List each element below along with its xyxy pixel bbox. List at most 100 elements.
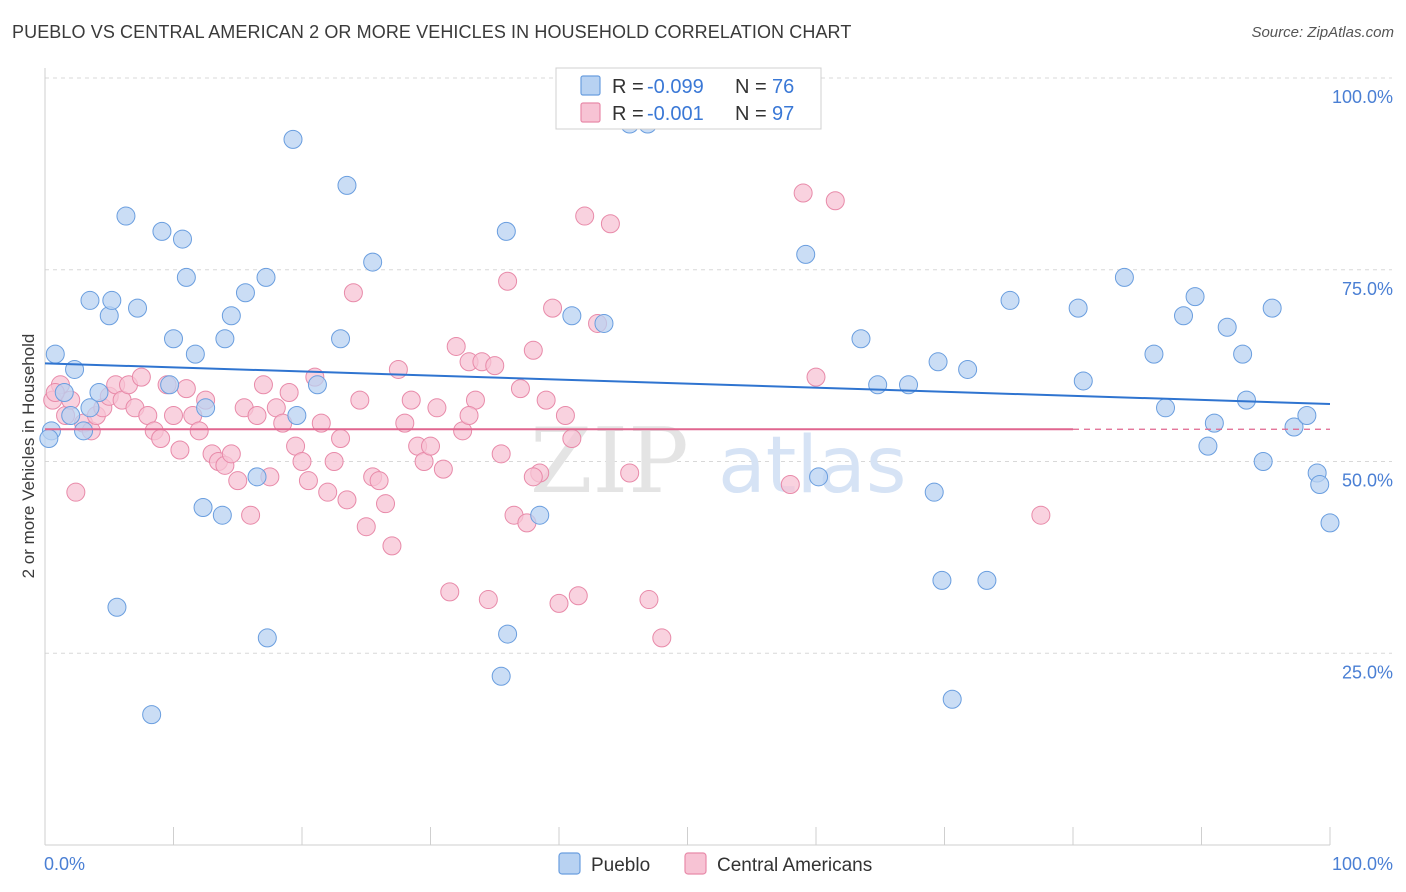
pueblo-point (337, 175, 357, 195)
pueblo-point (221, 306, 241, 326)
central-americans-point (478, 590, 498, 610)
chart-title: PUEBLO VS CENTRAL AMERICAN 2 OR MORE VEH… (12, 22, 852, 42)
central-americans-point (131, 367, 151, 387)
central-americans-point (170, 440, 190, 460)
central-americans-point (523, 340, 543, 360)
y-tick-label: 100.0% (1332, 87, 1393, 107)
pueblo-point (1310, 475, 1330, 495)
pueblo-point (498, 624, 518, 644)
central-americans-point (793, 183, 813, 203)
central-americans-point (66, 482, 86, 502)
pueblo-point (160, 375, 180, 395)
central-americans-point (401, 390, 421, 410)
pueblo-point (868, 375, 888, 395)
central-americans-point (485, 356, 505, 376)
central-americans-point (421, 436, 440, 456)
central-americans-point (459, 405, 479, 425)
pueblo-point (1253, 452, 1273, 471)
pueblo-point (196, 398, 216, 418)
pueblo-point (562, 306, 582, 326)
central-americans-point (549, 593, 569, 613)
central-americans-point (382, 536, 402, 556)
y-tick-label: 25.0% (1342, 662, 1393, 682)
central-americans-point (825, 191, 845, 211)
legend-n-value-pueblo: 76 (772, 76, 794, 98)
central-americans-point (523, 467, 543, 487)
central-americans-point (446, 336, 466, 356)
pueblo-point (594, 313, 614, 333)
central-americans-point (562, 428, 582, 448)
pueblo-point (530, 505, 550, 525)
pueblo-point (257, 628, 277, 648)
central-americans-point (324, 452, 344, 471)
pueblo-point (128, 298, 148, 318)
pueblo-point (185, 344, 205, 364)
pueblo-point (1073, 371, 1093, 391)
legend-swatch-central-americans (580, 102, 601, 123)
pueblo-point (496, 221, 516, 241)
central-americans-point (427, 398, 447, 418)
central-americans-point (536, 390, 556, 410)
tick-labels: 25.0% 50.0% 75.0% 100.0% 0.0% 100.0% (44, 87, 1393, 874)
central-americans-point (555, 405, 575, 425)
legend-r-value-pueblo: -0.099 (647, 76, 704, 98)
pueblo-point (54, 382, 74, 402)
central-americans-point (253, 375, 273, 395)
pueblo-point (1320, 513, 1340, 533)
central-americans-point (600, 214, 620, 234)
pueblo-point (256, 267, 276, 287)
central-americans-point (806, 367, 826, 387)
legend-n-value-central-americans: 97 (772, 103, 794, 125)
pueblo-point (39, 428, 59, 448)
pueblo-point (1217, 317, 1237, 337)
central-americans-point (221, 444, 241, 464)
watermark-zip: ZIP (530, 409, 689, 514)
central-americans-point (639, 590, 659, 610)
pueblo-point (74, 421, 94, 441)
central-americans-point (498, 271, 518, 291)
legend-r-value-central-americans: -0.001 (647, 103, 704, 125)
central-americans-point (433, 459, 453, 479)
central-americans-point (369, 471, 389, 491)
pueblo-point (176, 267, 196, 287)
pueblo-point (1068, 298, 1088, 318)
pueblo-point (102, 290, 122, 310)
central-americans-point (491, 444, 511, 464)
y-tick-label: 50.0% (1342, 471, 1393, 491)
pueblo-point (1297, 405, 1317, 425)
pueblo-point (215, 329, 235, 349)
central-americans-point (395, 413, 415, 433)
bottom-legend-label-pueblo: Pueblo (591, 855, 650, 876)
central-americans-point (311, 413, 331, 433)
pueblo-point (164, 329, 183, 349)
central-americans-point (151, 428, 171, 448)
legend-swatch-pueblo (580, 75, 601, 96)
x-tick-label: 0.0% (44, 854, 85, 874)
pueblo-point (942, 689, 962, 709)
pueblo-point (1284, 417, 1304, 437)
central-americans-point (575, 206, 595, 226)
central-americans-point (241, 505, 261, 525)
source-label: Source: ZipAtlas.com (1251, 24, 1394, 41)
central-americans-point (620, 463, 640, 483)
pueblo-point (977, 570, 997, 590)
pueblo-point (287, 405, 307, 425)
central-americans-point (279, 382, 299, 402)
central-americans-point (388, 359, 408, 379)
pueblo-point (142, 705, 162, 725)
central-americans-point (543, 298, 563, 318)
pueblo-point (152, 221, 172, 241)
pueblo-point (193, 498, 213, 518)
watermark-atlas: atlas (718, 421, 907, 511)
pueblo-point (172, 229, 192, 249)
series-legend: Pueblo Central Americans (558, 852, 872, 876)
legend-r-label-pueblo: R = (612, 76, 644, 98)
bottom-legend-swatch-central-americans (684, 852, 707, 875)
pueblo-point (116, 206, 136, 226)
pueblo-point (958, 359, 978, 379)
y-axis-title: 2 or more Vehicles in Household (19, 334, 38, 579)
pueblo-point (283, 129, 303, 149)
central-americans-point (652, 628, 672, 648)
pueblo-point (1000, 290, 1020, 310)
x-tick-label: 100.0% (1332, 854, 1393, 874)
